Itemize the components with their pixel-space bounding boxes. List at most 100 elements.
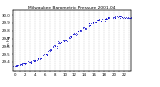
Point [16, 64, 19, 66]
Point [123, 16, 126, 18]
Point [88, 24, 90, 26]
Point [96, 19, 98, 21]
Point [40, 58, 42, 59]
Point [56, 47, 58, 48]
Point [114, 18, 116, 19]
Point [122, 17, 125, 18]
Point [107, 17, 109, 19]
Point [37, 57, 39, 59]
Point [88, 25, 91, 26]
Point [104, 20, 107, 21]
Point [69, 35, 72, 37]
Point [108, 18, 110, 19]
Point [16, 65, 18, 66]
Point [58, 42, 61, 43]
Point [105, 17, 108, 19]
Point [64, 39, 66, 41]
Point [100, 20, 102, 22]
Point [126, 17, 128, 18]
Point [32, 60, 35, 61]
Point [103, 18, 106, 20]
Point [88, 22, 90, 23]
Point [24, 63, 26, 65]
Point [20, 63, 23, 65]
Point [68, 37, 71, 38]
Point [83, 27, 86, 28]
Point [99, 21, 102, 22]
Point [54, 45, 56, 47]
Point [88, 25, 91, 26]
Point [22, 63, 25, 64]
Point [40, 57, 43, 58]
Point [63, 40, 65, 41]
Point [129, 16, 132, 17]
Point [15, 66, 18, 67]
Point [87, 23, 90, 24]
Point [112, 16, 114, 18]
Point [44, 53, 47, 55]
Point [84, 28, 86, 29]
Point [80, 29, 82, 31]
Point [113, 16, 116, 17]
Point [28, 61, 30, 63]
Y-axis label: in Hg: in Hg [7, 36, 11, 46]
Point [121, 17, 123, 18]
Point [119, 17, 121, 19]
Point [46, 55, 48, 56]
Point [104, 19, 107, 20]
Point [60, 42, 62, 43]
Point [53, 46, 56, 47]
Point [111, 17, 114, 18]
Point [15, 65, 18, 66]
Point [73, 34, 76, 35]
Point [18, 63, 21, 65]
Point [37, 58, 40, 60]
Point [63, 40, 65, 42]
Point [121, 17, 123, 18]
Point [36, 57, 39, 58]
Point [50, 49, 53, 51]
Point [91, 22, 94, 24]
Point [65, 40, 68, 42]
Point [15, 65, 18, 67]
Point [76, 30, 79, 32]
Point [107, 16, 110, 18]
Point [88, 25, 91, 26]
Point [95, 22, 97, 23]
Point [85, 27, 88, 29]
Point [19, 64, 22, 65]
Point [32, 60, 34, 61]
Point [65, 40, 67, 41]
Point [67, 37, 70, 39]
Point [56, 41, 59, 42]
Point [104, 18, 107, 20]
Point [120, 16, 122, 17]
Point [49, 49, 52, 51]
Point [81, 27, 84, 29]
Point [60, 41, 63, 43]
Title: Milwaukee Barometric Pressure 2001.04: Milwaukee Barometric Pressure 2001.04 [28, 6, 116, 10]
Point [30, 62, 33, 63]
Point [45, 54, 48, 55]
Point [124, 17, 126, 18]
Point [90, 22, 92, 24]
Point [81, 27, 84, 28]
Point [129, 18, 131, 19]
Point [54, 44, 56, 46]
Point [127, 17, 129, 18]
Point [45, 53, 47, 55]
Point [62, 39, 65, 41]
Point [30, 62, 33, 63]
Point [44, 54, 47, 55]
Point [105, 18, 107, 20]
Point [42, 54, 44, 55]
Point [25, 63, 27, 64]
Point [69, 36, 72, 37]
Point [21, 64, 23, 65]
Point [92, 22, 95, 23]
Point [106, 18, 109, 20]
Point [58, 42, 61, 43]
Point [92, 21, 95, 22]
Point [55, 45, 58, 47]
Point [61, 39, 64, 41]
